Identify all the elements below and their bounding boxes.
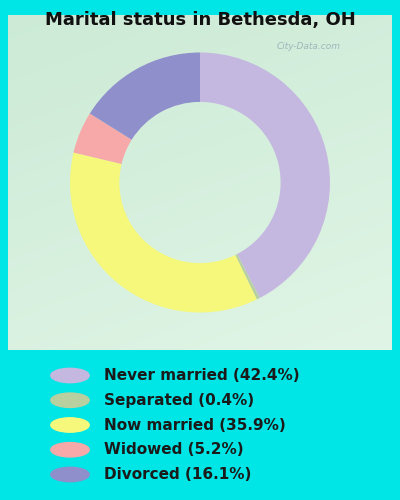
Circle shape — [51, 418, 89, 432]
Text: Now married (35.9%): Now married (35.9%) — [104, 418, 286, 432]
Text: Never married (42.4%): Never married (42.4%) — [104, 368, 300, 383]
Wedge shape — [74, 114, 132, 164]
Text: City-Data.com: City-Data.com — [276, 42, 340, 51]
Wedge shape — [235, 254, 260, 300]
Circle shape — [51, 368, 89, 382]
Text: Divorced (16.1%): Divorced (16.1%) — [104, 467, 251, 482]
Circle shape — [51, 442, 89, 457]
Circle shape — [51, 468, 89, 481]
Text: Marital status in Bethesda, OH: Marital status in Bethesda, OH — [45, 11, 355, 29]
Wedge shape — [200, 52, 330, 298]
Text: Separated (0.4%): Separated (0.4%) — [104, 393, 254, 408]
Wedge shape — [70, 152, 257, 312]
Circle shape — [51, 393, 89, 407]
Text: Widowed (5.2%): Widowed (5.2%) — [104, 442, 244, 457]
Wedge shape — [90, 52, 200, 140]
